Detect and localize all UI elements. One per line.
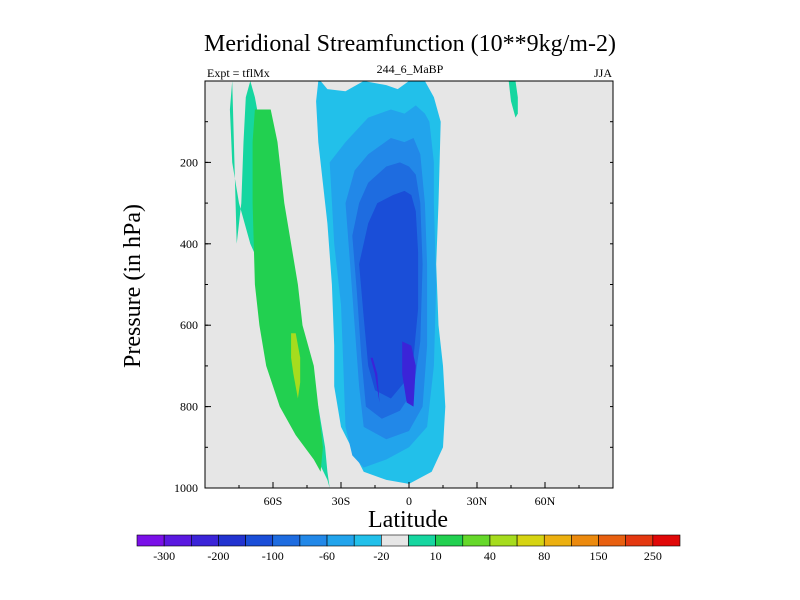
colorbar-label: 10	[430, 549, 442, 563]
y-axis-ticks: 200 400 600 800 1000	[174, 121, 613, 495]
colorbar-swatch	[598, 534, 626, 547]
colorbar-swatch	[408, 534, 436, 547]
colorbar-label: -100	[262, 549, 284, 563]
colorbar-label: 250	[644, 549, 662, 563]
colorbar-swatch	[191, 534, 219, 547]
colorbar-swatch	[245, 534, 274, 547]
y-tick-label: 200	[180, 155, 198, 169]
colorbar-label: 40	[484, 549, 496, 563]
x-tick-label: 60S	[264, 494, 283, 508]
colorbar-swatch	[462, 534, 491, 547]
x-axis-label: Latitude	[368, 507, 448, 533]
colorbar-swatch	[163, 534, 192, 547]
colorbar-swatch	[489, 534, 518, 547]
colorbar-swatch	[435, 534, 464, 547]
x-axis-ticks: 60S 30S 0 30N 60N	[204, 482, 614, 508]
colorbar: -300 -200 -100 -60 -20 10 40 80 150 250	[136, 534, 681, 563]
colorbar-swatch	[136, 534, 165, 547]
y-tick-label: 400	[180, 237, 198, 251]
colorbar-label: -200	[207, 549, 229, 563]
colorbar-label: -20	[373, 549, 389, 563]
chart-title: Meridional Streamfunction (10**9kg/m-2)	[204, 31, 616, 57]
experiment-label: Expt = tflMx	[207, 66, 270, 80]
season-label: JJA	[594, 66, 612, 80]
colorbar-label: -60	[319, 549, 335, 563]
contour-regions	[229, 81, 518, 488]
colorbar-swatch	[353, 534, 382, 547]
contour-north-small-positive	[508, 81, 518, 118]
contour-tropical-negative-200b	[402, 341, 416, 407]
contour-tropical-negative-200	[370, 357, 380, 403]
colorbar-swatch	[571, 534, 599, 547]
time-label: 244_6_MaBP	[377, 62, 444, 76]
contour-south-positive-40	[252, 109, 323, 472]
colorbar-swatch	[218, 534, 246, 547]
y-axis-label: Pressure (in hPa)	[120, 204, 146, 368]
colorbar-swatch	[272, 534, 301, 547]
x-tick-label: 30N	[467, 494, 488, 508]
y-tick-label: 600	[180, 318, 198, 332]
x-tick-label: 0	[406, 494, 412, 508]
colorbar-swatch	[381, 534, 409, 547]
x-tick-label: 60N	[535, 494, 556, 508]
colorbar-swatch	[299, 534, 328, 547]
colorbar-swatch	[543, 534, 572, 547]
colorbar-label: -300	[153, 549, 175, 563]
x-tick-label: 30S	[332, 494, 351, 508]
y-tick-label: 1000	[174, 481, 198, 495]
colorbar-swatch	[652, 534, 681, 547]
colorbar-swatch	[326, 534, 355, 547]
colorbar-swatch	[625, 534, 654, 547]
colorbar-label: 80	[538, 549, 550, 563]
colorbar-swatch	[516, 534, 545, 547]
y-tick-label: 800	[180, 400, 198, 414]
colorbar-label: 150	[590, 549, 608, 563]
contour-south-positive-80	[291, 333, 301, 399]
